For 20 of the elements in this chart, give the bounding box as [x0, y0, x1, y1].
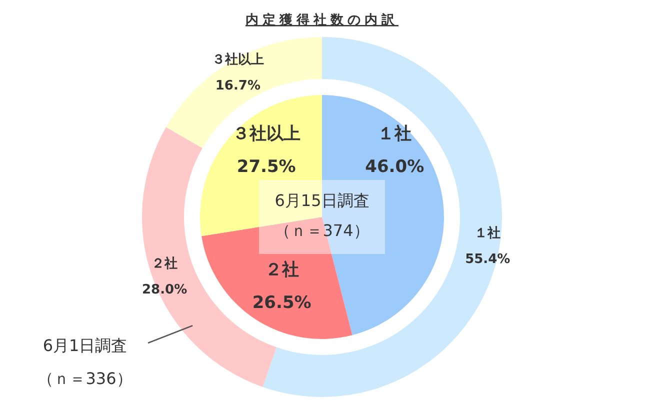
- text: （ｎ＝336）: [38, 369, 132, 388]
- data-label: 28.0%: [142, 282, 188, 298]
- chart-title: 内定獲得社数の内訳: [246, 12, 398, 28]
- slice-label: １社: [378, 124, 412, 144]
- data-label: 55.4%: [465, 252, 510, 268]
- text: 6月1日調査: [42, 336, 128, 355]
- data-label: 46.0%: [365, 157, 424, 177]
- pie-slice: [202, 217, 352, 339]
- text: （ｎ＝374）: [274, 221, 370, 240]
- donut-slice: [166, 37, 322, 148]
- text: 6月15日調査: [274, 191, 370, 210]
- data-label: 26.5%: [252, 293, 312, 313]
- data-label: 16.7%: [215, 78, 260, 94]
- slice-label: ２社: [152, 256, 178, 272]
- slice-label: ３社以上: [232, 124, 300, 144]
- slice-label: １社: [474, 225, 501, 242]
- data-label: 27.5%: [236, 157, 296, 177]
- slice-label: ３社以上: [212, 52, 264, 68]
- slice-label: ２社: [264, 260, 299, 280]
- pie-slice: [322, 95, 444, 336]
